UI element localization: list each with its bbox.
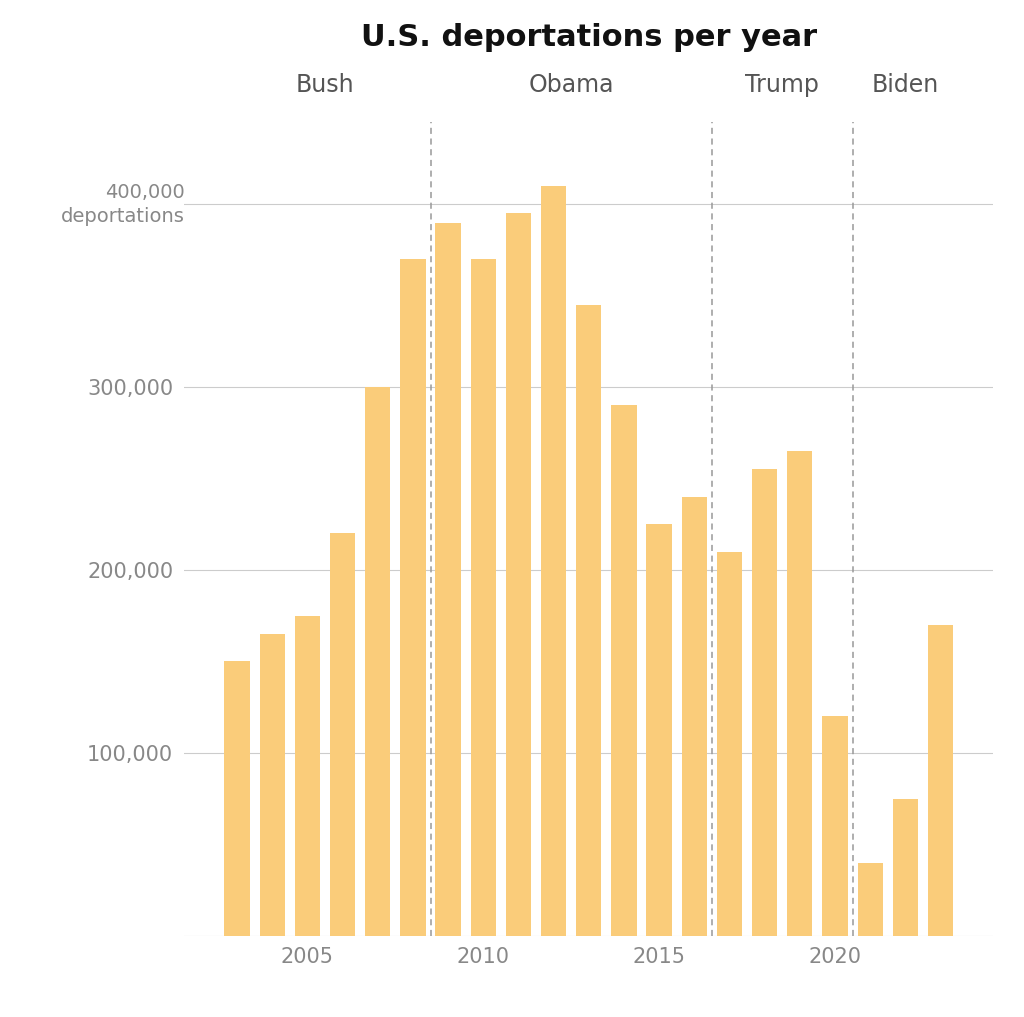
Bar (857, 862, 883, 936)
Text: Obama: Obama (528, 73, 614, 97)
Bar (260, 634, 285, 936)
Bar (224, 661, 250, 936)
Bar (787, 452, 812, 936)
Bar (471, 259, 496, 936)
Text: Trump: Trump (745, 73, 819, 97)
Bar (295, 615, 321, 936)
Bar (822, 716, 848, 936)
Bar (400, 259, 426, 936)
Text: 400,000
deportations: 400,000 deportations (60, 183, 184, 226)
Bar (541, 186, 566, 936)
Bar (717, 551, 742, 936)
Bar (330, 533, 355, 936)
Bar (506, 214, 531, 936)
Bar (893, 798, 918, 936)
Title: U.S. deportations per year: U.S. deportations per year (360, 22, 817, 52)
Bar (752, 470, 777, 936)
Bar (928, 624, 953, 936)
Text: Bush: Bush (296, 73, 354, 97)
Bar (611, 406, 637, 936)
Bar (435, 223, 461, 936)
Bar (577, 305, 601, 936)
Bar (646, 525, 672, 936)
Text: Biden: Biden (871, 73, 939, 97)
Bar (682, 497, 707, 936)
Bar (366, 387, 390, 936)
